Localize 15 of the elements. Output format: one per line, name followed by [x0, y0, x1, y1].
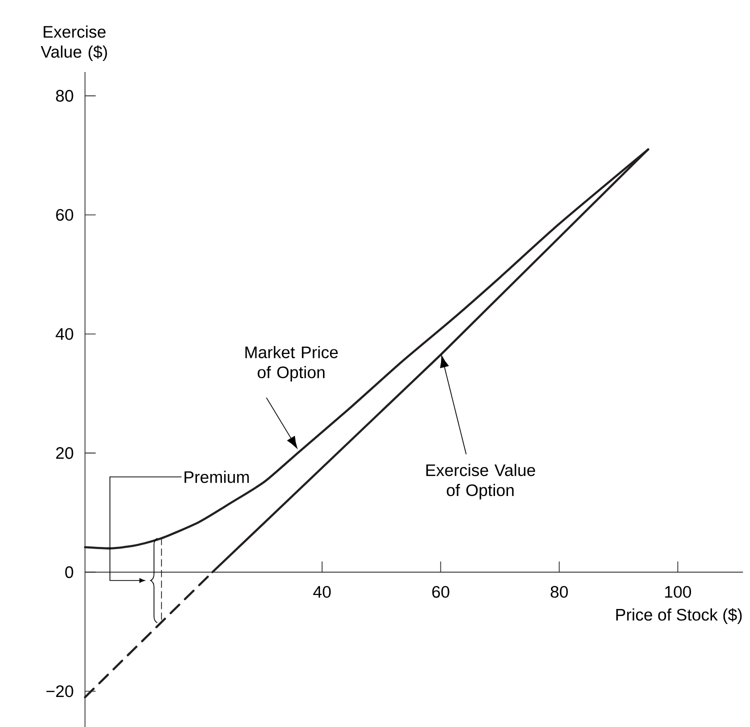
y-tick-label: 40 — [56, 328, 74, 340]
y-tick-label: 80 — [56, 90, 74, 102]
annotation: Premium — [184, 470, 249, 484]
y-tick-label: −20 — [46, 685, 74, 698]
x-tick-label: 60 — [432, 586, 450, 598]
annotation: Market Price of Option — [245, 346, 338, 382]
x-tick-label: 80 — [550, 586, 568, 598]
y-axis-title: Exercise Value ($) — [40, 26, 107, 62]
x-tick-label: 100 — [665, 586, 692, 598]
x-tick-label: 40 — [313, 586, 331, 598]
y-tick-label: 60 — [56, 209, 74, 221]
annotation: Exercise Value of Option — [426, 464, 536, 500]
y-tick-label: 0 — [65, 566, 74, 578]
y-tick-label: 20 — [56, 447, 74, 459]
x-axis-title: Price of Stock ($) — [616, 608, 742, 624]
